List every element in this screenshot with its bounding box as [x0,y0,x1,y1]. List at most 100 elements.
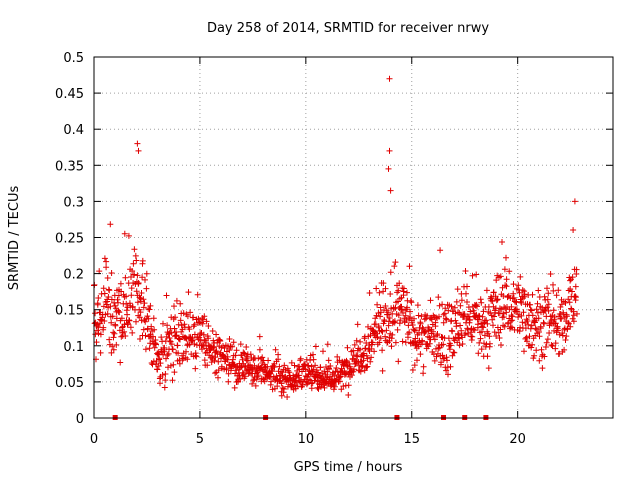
data-point [404,289,410,296]
data-point [377,309,384,316]
data-point [473,312,480,318]
data-point [319,373,326,379]
data-point [124,311,131,318]
data-point [536,357,543,364]
data-point [345,392,352,398]
data-point [409,367,416,373]
data-point [495,329,502,336]
data-point [463,290,469,297]
data-point [161,348,168,355]
data-point [469,272,476,279]
data-point [553,292,560,299]
data-point [383,327,390,334]
data-point [305,362,312,369]
data-point [317,364,324,371]
data-point [382,303,389,309]
data-point [171,325,178,332]
data-point [414,357,420,364]
data-point [240,349,247,356]
data-point [545,301,552,308]
data-point [414,302,421,309]
data-point [386,75,393,82]
data-point [286,369,293,376]
data-point [471,327,478,334]
data-point [421,329,428,336]
data-point [112,322,119,329]
data-point [201,313,208,320]
data-point [474,303,480,310]
data-point [157,360,164,367]
data-point [521,348,527,355]
data-point [184,313,191,320]
data-point [519,319,526,326]
data-point [191,321,198,328]
data-point [139,274,146,281]
data-point [187,309,194,316]
data-point [431,336,438,343]
data-point [397,317,404,324]
data-point [310,351,316,358]
data-point [230,339,237,346]
data-point [159,372,166,378]
data-point [402,312,409,319]
data-point [433,353,440,360]
data-point [324,341,331,348]
y-tick-label: 0.15 [55,304,84,319]
data-point [162,377,169,384]
data-point [457,322,464,329]
data-point [189,337,196,343]
data-point [312,343,319,350]
data-point [147,302,154,309]
data-point [133,288,140,295]
data-point [129,303,136,310]
data-point [405,334,411,341]
data-point [394,326,401,333]
data-point [184,356,191,363]
data-point [572,283,579,290]
data-point [357,338,364,345]
data-point [180,310,187,317]
data-point [176,360,183,367]
data-point [453,323,460,330]
data-point [134,272,141,279]
data-point [441,310,448,317]
data-point [462,268,469,274]
data-point [499,239,505,245]
data-point [501,266,508,273]
data-point [178,322,185,329]
data-point [97,349,104,356]
data-point [302,366,309,373]
data-point [503,254,509,261]
data-point [226,347,233,354]
data-point [503,283,510,290]
data-point [139,257,146,264]
data-point [489,316,496,323]
data-point [117,280,124,287]
data-point [175,321,182,328]
data-point [272,346,279,353]
data-point [372,315,379,322]
data-point [135,147,142,154]
data-point [374,334,381,340]
data-point [175,350,182,357]
data-point [385,165,392,172]
data-point [330,386,337,393]
data-point [108,296,115,303]
data-point [106,336,113,343]
data-point [205,335,212,342]
data-point [549,343,556,349]
data-point [121,328,128,335]
data-point [565,320,572,327]
data-point [388,343,395,350]
data-point [153,341,159,348]
data-point [388,335,395,342]
data-point [493,277,500,284]
data-point [209,353,216,359]
data-point [544,285,550,292]
data-point [119,324,126,331]
data-point [156,355,163,362]
data-point [118,315,125,322]
data-point [94,301,101,308]
data-point [199,341,206,348]
data-point [203,345,210,352]
